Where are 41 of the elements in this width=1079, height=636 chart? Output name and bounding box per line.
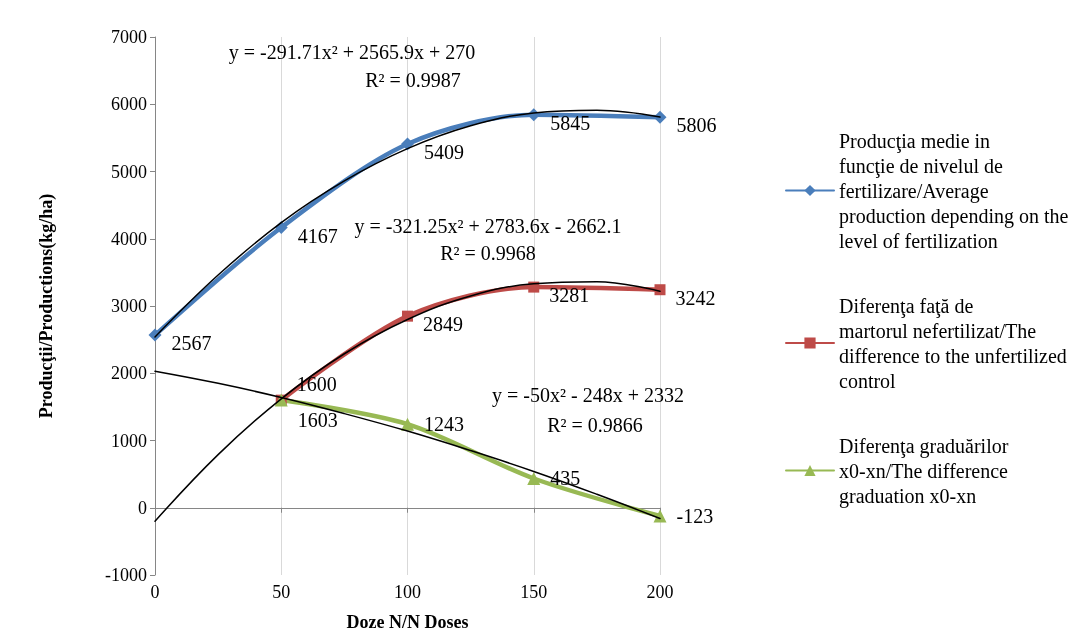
data-label: 5845 (550, 111, 591, 134)
legend-label: Diferenţa graduărilor x0-xn/The difference graduation x0-xn (839, 434, 1014, 508)
annotation: y = -321.25x² + 2783.6x - 2662.1 (354, 215, 622, 238)
y-tick-label: 0 (138, 497, 147, 518)
data-label: -123 (676, 505, 714, 528)
data-label: 3281 (549, 284, 590, 307)
y-tick-label: 6000 (111, 94, 147, 115)
data-label: 1603 (297, 408, 338, 431)
y-tick-label: 1000 (111, 430, 147, 451)
y-tick-label: -1000 (105, 565, 147, 585)
data-label: 2567 (171, 332, 212, 355)
legend-label: Diferenţa faţă de martorul nefertilizat/The difference to the unfertilized control (839, 294, 1072, 392)
annotation: R² = 0.9987 (365, 69, 461, 91)
point (527, 472, 541, 485)
x-tick-label: 150 (520, 582, 548, 602)
annotation: y = -50x² - 248x + 2332 (492, 384, 684, 407)
data-label: 5409 (424, 140, 464, 163)
y-tick-label: 4000 (111, 228, 147, 249)
annotation: R² = 0.9968 (440, 242, 536, 264)
annotation: R² = 0.9866 (547, 414, 643, 436)
x-tick-label: 100 (394, 582, 421, 602)
x-tick-label: 200 (646, 582, 674, 602)
y-tick-label: 5000 (111, 161, 147, 182)
annotation: y = -291.71x² + 2565.9x + 270 (228, 41, 476, 64)
y-tick-label: 7000 (111, 27, 147, 47)
point (653, 509, 667, 523)
x-tick-label: 50 (272, 582, 291, 602)
point (654, 284, 666, 296)
point (401, 137, 414, 151)
data-label: 1243 (424, 413, 464, 436)
data-label: 2849 (423, 313, 463, 336)
data-label: 3242 (675, 286, 716, 309)
data-label: 5806 (676, 114, 717, 137)
data-label: 4167 (297, 224, 338, 247)
point (401, 417, 414, 431)
x-axis-title: Doze N/N Doses (346, 612, 469, 632)
x-tick-label: 0 (150, 582, 160, 602)
y-tick-label: 2000 (111, 363, 147, 384)
y-axis-title: Producţii/Productions(kg/ha) (36, 193, 57, 419)
y-tick-label: 3000 (111, 296, 147, 316)
legend-label: Producţia medie in funcţie de nivelul de fertilizare/Average production depending on the level of fertilization (839, 129, 1074, 252)
